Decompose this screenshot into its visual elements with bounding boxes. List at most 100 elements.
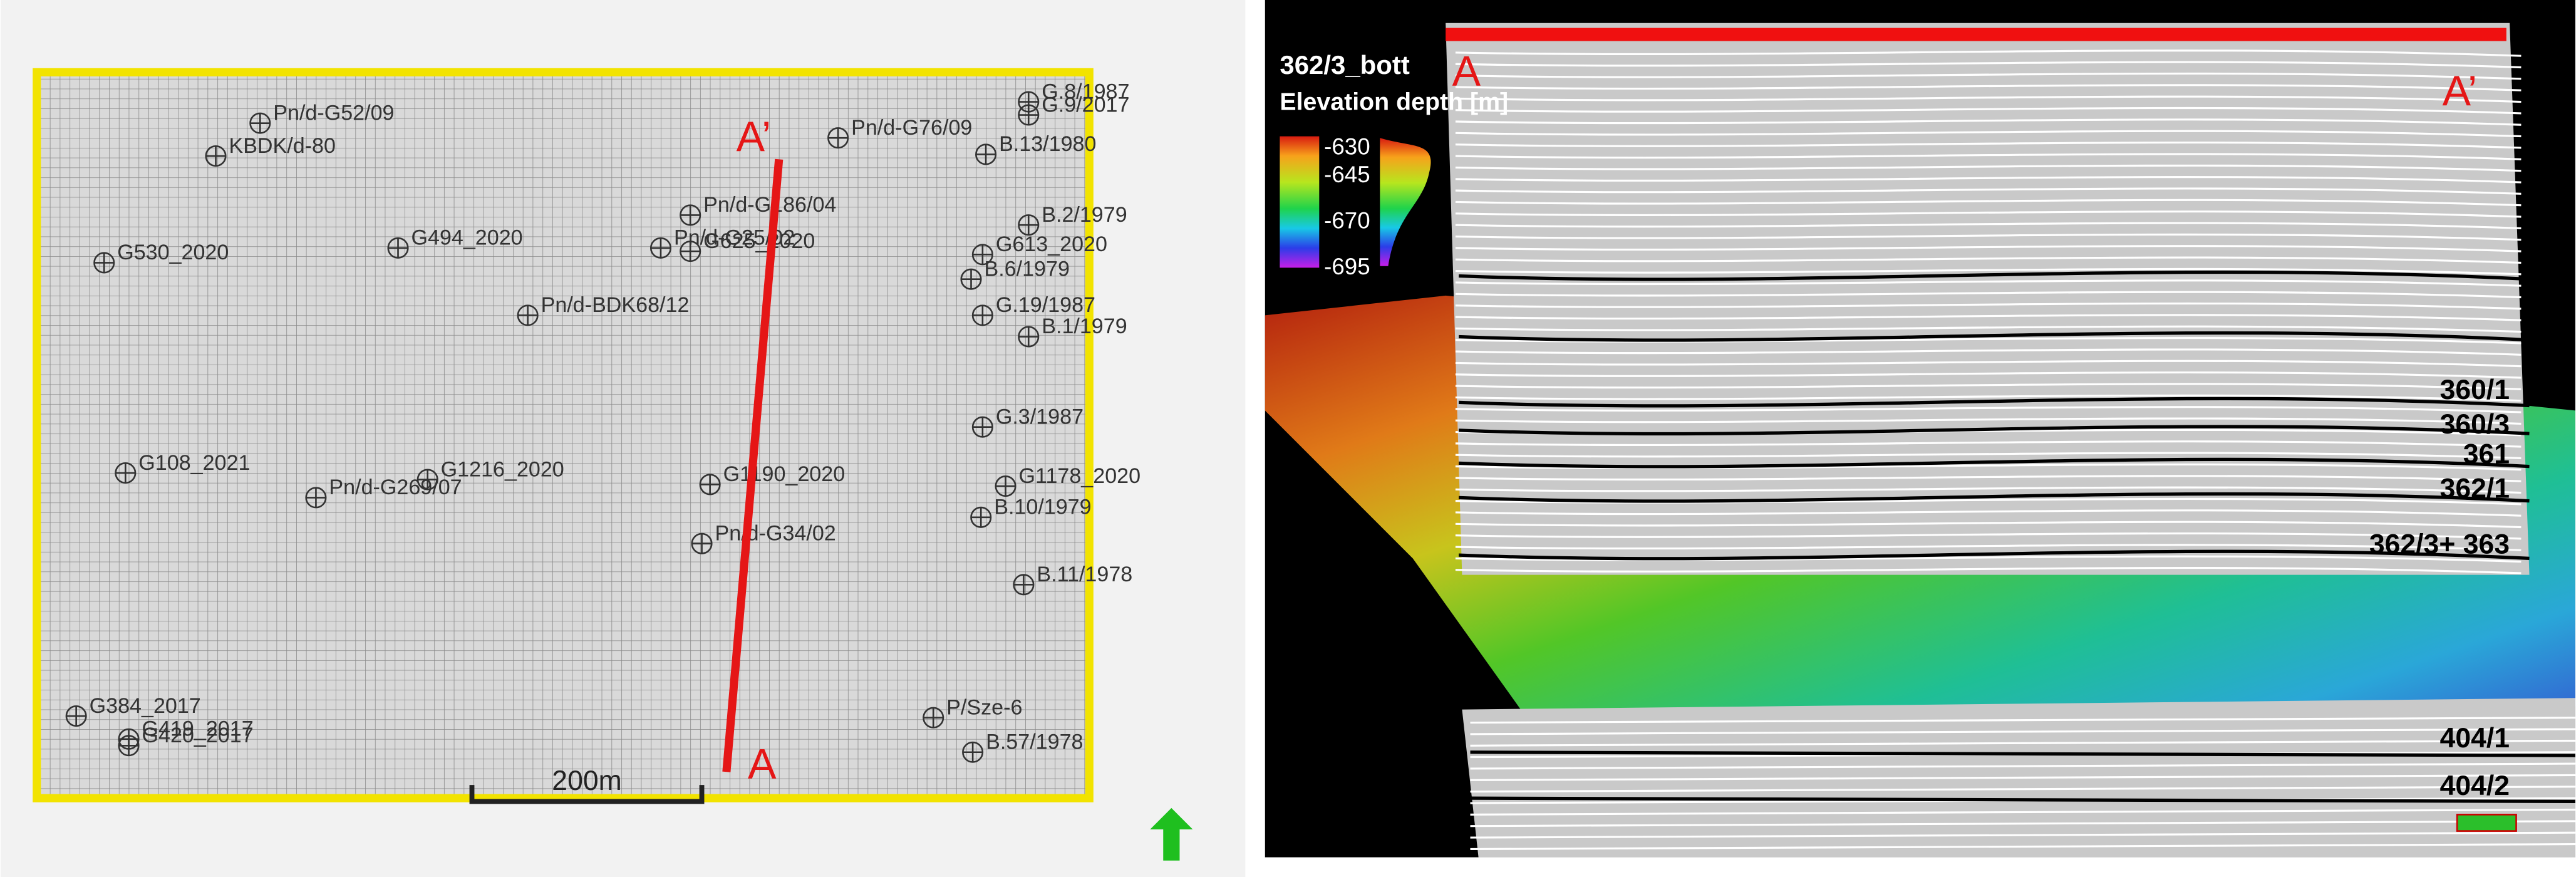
reflector — [1455, 452, 2522, 460]
colorbar-tick-label: -645 — [1324, 162, 1370, 187]
well-cross — [66, 706, 86, 726]
histogram — [1380, 138, 1431, 266]
well-cross — [680, 241, 700, 261]
scale-bar — [469, 785, 705, 804]
well-label: Pn/d-G34/02 — [715, 522, 836, 546]
horizon-label: 361 — [2463, 438, 2510, 469]
reflector — [1455, 406, 2522, 413]
north-arrow — [1150, 807, 1193, 861]
reflector — [1455, 291, 2522, 299]
colorbar-ticks: -630 -645 -670 -695 — [1324, 133, 1370, 279]
well-label: G1216_2020 — [441, 457, 564, 481]
well-cross — [680, 205, 700, 226]
reflector — [1455, 256, 2522, 264]
reflector — [1470, 728, 2575, 735]
well-cross — [115, 463, 136, 483]
well-label: G384_2017 — [90, 694, 201, 718]
colorbar-tick-label: -630 — [1324, 133, 1370, 159]
section-line — [722, 158, 784, 772]
reflector — [1455, 106, 2522, 115]
reflector — [1470, 739, 2575, 747]
well-label: B.6/1979 — [984, 257, 1069, 281]
reflector — [1455, 210, 2522, 218]
point-label: A — [748, 740, 777, 788]
well-label: G494_2020 — [411, 226, 523, 250]
well-label: G625_2020 — [703, 229, 815, 253]
well-label: G.19/1987 — [996, 293, 1095, 317]
well-layer: Pn/d-G52/09KBDK/d-80Pn/d-G76/09G.8/1987G… — [65, 80, 1141, 763]
reflector — [1455, 72, 2522, 80]
seismic-section — [1446, 23, 2530, 575]
reflector — [1455, 233, 2522, 241]
reflector — [1455, 360, 2522, 368]
reflector — [1455, 141, 2522, 149]
reflector — [1455, 440, 2522, 448]
colorbar-title: Elevation depth [m] — [1280, 88, 1508, 116]
well-cross — [1013, 574, 1034, 595]
reflector — [1455, 153, 2522, 160]
well-cross — [923, 707, 943, 728]
well-label: B.10/1979 — [994, 496, 1091, 519]
well-cross — [205, 146, 226, 166]
well-label: Pn/d-G269/07 — [329, 475, 462, 499]
horizon — [1470, 796, 2575, 804]
reflector — [1455, 187, 2522, 195]
well-label: G.8/1987 — [1042, 80, 1129, 103]
reflector — [1455, 118, 2522, 126]
colorbar-tick-label: -670 — [1324, 207, 1370, 233]
well-label: B.13/1980 — [999, 132, 1096, 156]
well-cross — [388, 238, 408, 258]
reflector — [1455, 245, 2522, 252]
reflector — [1455, 544, 2522, 551]
horizon — [1459, 397, 2530, 408]
reflector — [1470, 831, 2575, 839]
well-cross — [976, 144, 996, 165]
reflector — [1455, 383, 2522, 390]
well-label: Pn/d-G186/04 — [703, 193, 836, 217]
well-label: Pn/d-G52/09 — [273, 101, 394, 125]
horizon — [1459, 270, 2530, 281]
reflector — [1470, 762, 2575, 770]
horizon-label: 360/3 — [2440, 409, 2510, 440]
reflector — [1455, 130, 2522, 138]
well-cross — [651, 238, 671, 258]
well-cross — [995, 476, 1016, 496]
well-cross — [700, 474, 720, 495]
well-label: B.11/1978 — [1037, 563, 1132, 586]
well-label: B.57/1978 — [986, 730, 1083, 754]
reflector — [1455, 164, 2522, 172]
well-cross — [517, 305, 538, 326]
well-label: G1178_2020 — [1019, 464, 1141, 488]
reflector — [1470, 820, 2575, 828]
well-label: B.1/1979 — [1042, 314, 1127, 338]
well-label: G530_2020 — [117, 241, 229, 264]
horizon — [1459, 457, 2530, 469]
well-cross — [973, 305, 993, 326]
reflector — [1455, 486, 2522, 494]
point-label: A — [1452, 47, 1481, 95]
well-cross — [1018, 326, 1038, 347]
reflector — [1455, 394, 2522, 402]
colorbar — [1280, 136, 1320, 268]
well-cross — [118, 735, 139, 755]
reflector — [1455, 417, 2522, 425]
well-cross — [828, 128, 848, 148]
well-label: KBDK/d-80 — [229, 134, 335, 158]
well-cross — [94, 252, 114, 273]
reflector — [1455, 176, 2522, 184]
well-cross — [691, 534, 712, 554]
reflector — [1470, 843, 2575, 851]
reflector — [1455, 475, 2522, 482]
well-cross — [963, 742, 983, 762]
section-line — [1446, 28, 2506, 41]
well-cross — [1018, 105, 1038, 125]
point-label: A’ — [2443, 67, 2478, 115]
well-label: G.9/2017 — [1042, 93, 1129, 117]
horizon-label: 360/1 — [2440, 375, 2510, 405]
well-cross — [417, 469, 438, 490]
reflector — [1455, 61, 2522, 69]
point-label: A’ — [737, 113, 772, 160]
horizon-label: 404/2 — [2440, 771, 2510, 801]
well-label: G419_2017 — [142, 717, 254, 741]
